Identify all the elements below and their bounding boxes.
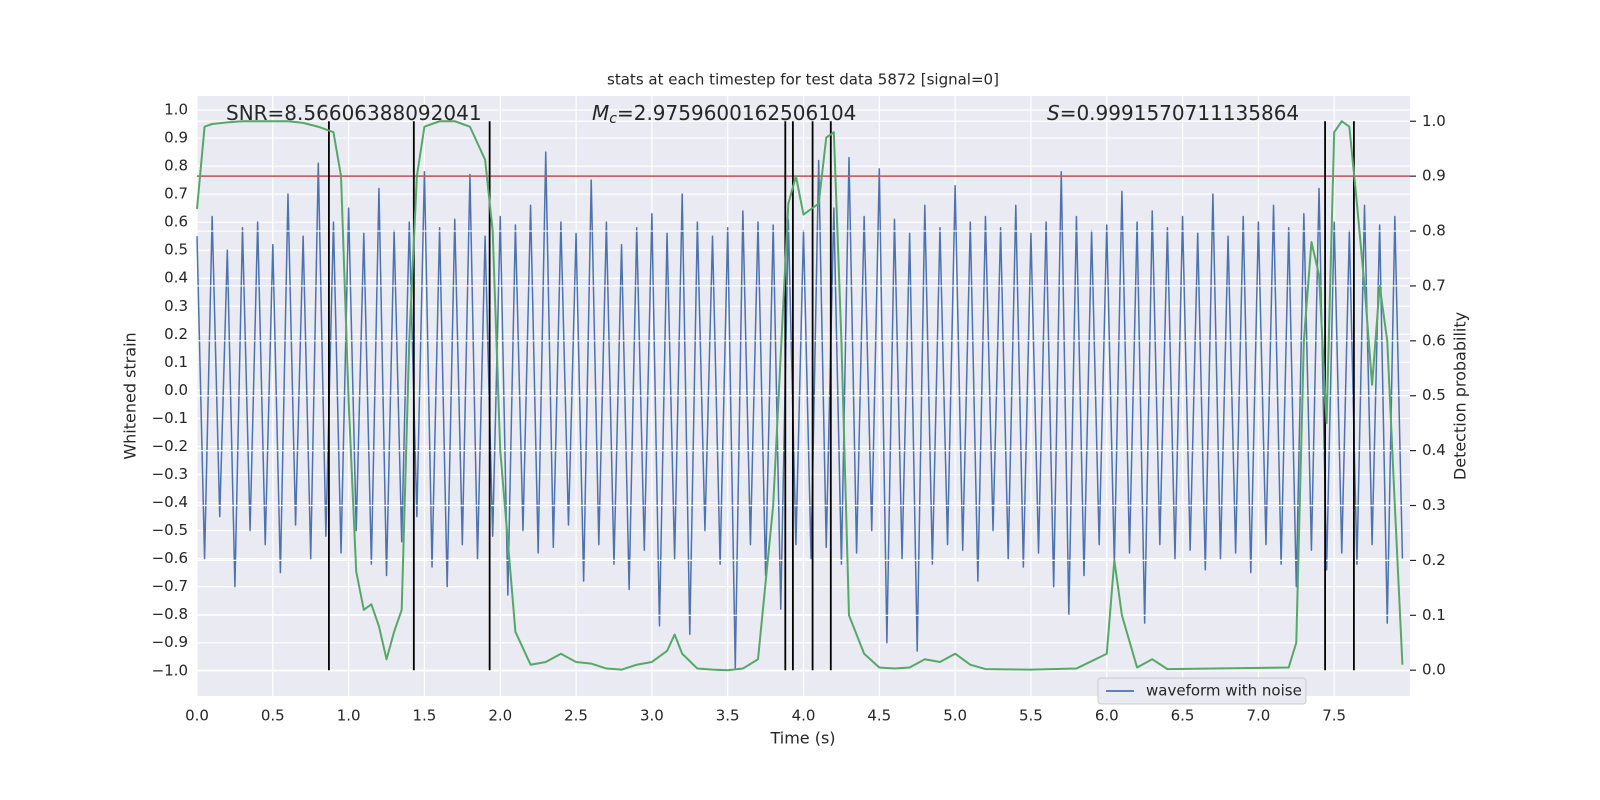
y-tick-label: −0.6 — [152, 549, 188, 567]
y-tick-label: −0.4 — [152, 493, 188, 511]
legend-box — [1097, 677, 1307, 705]
y-tick-label: −0.9 — [152, 633, 188, 651]
y2-tick-label: 0.3 — [1422, 496, 1446, 514]
legend: waveform with noise — [1097, 677, 1307, 705]
y2-tick-label: 0.5 — [1422, 386, 1446, 404]
x-tick-label: 5.0 — [943, 707, 967, 725]
annotation: S=0.9991570711135864 — [1047, 101, 1299, 125]
y-tick-label: −0.2 — [152, 437, 188, 455]
y2-axis-label: Detection probability — [1451, 312, 1470, 480]
x-tick-label: 7.5 — [1322, 707, 1346, 725]
axes: 0.0 0.5 1.0 1.5 2.0 2.5 3.0 3.5 4.0 4.5 5.0 5.5 6.0 6… — [152, 101, 1446, 725]
x-tick-label: 2.0 — [488, 707, 512, 725]
y-tick-label: 0.8 — [164, 157, 188, 175]
y-tick-label: −0.3 — [152, 465, 188, 483]
y2-tick-label: 0.8 — [1422, 222, 1446, 240]
y2-tick-label: 0.6 — [1422, 331, 1446, 349]
x-axis-label: Time (s) — [769, 729, 835, 748]
x-tick-label: 1.5 — [413, 707, 437, 725]
x-tick-label: 2.5 — [564, 707, 588, 725]
annotation-subscript: c — [609, 111, 617, 127]
legend-label: waveform with noise — [1146, 682, 1302, 700]
waveform-line — [196, 151, 1404, 669]
y2-tick-label: 0.9 — [1422, 167, 1446, 185]
y-tick-label: 0.3 — [164, 297, 188, 315]
x-tick-label: 3.5 — [716, 707, 740, 725]
x-tick-label: 1.0 — [337, 707, 361, 725]
y-tick-label: 0.5 — [164, 241, 188, 259]
x-tick-label: 5.5 — [1019, 707, 1043, 725]
y-tick-label: 0.2 — [164, 325, 188, 343]
y-tick-label: 0.9 — [164, 129, 188, 147]
y-tick-label: −0.1 — [152, 409, 188, 427]
y-tick-label: 0.1 — [164, 353, 188, 371]
y2-tick-label: 0.1 — [1422, 606, 1446, 624]
y-tick-label: 0.6 — [164, 213, 188, 231]
probability-line — [196, 120, 1404, 672]
x-tick-label: 6.0 — [1095, 707, 1119, 725]
annotation-text: =0.9991570711135864 — [1060, 101, 1299, 125]
annotation: Mc=2.9759600162506104 — [592, 101, 856, 128]
annotation-symbol: M — [592, 101, 609, 125]
x-tick-label: 6.5 — [1171, 707, 1195, 725]
marks — [196, 120, 1410, 672]
y2-tick-label: 0.7 — [1422, 276, 1446, 294]
x-tick-label: 0.5 — [261, 707, 285, 725]
y2-tick-label: 1.0 — [1422, 112, 1446, 130]
y-axis-label: Whitened strain — [121, 332, 140, 459]
x-tick-label: 4.5 — [867, 707, 891, 725]
annotation-symbol: S — [1047, 101, 1060, 125]
y-tick-label: −1.0 — [152, 661, 188, 679]
y-tick-label: 0.7 — [164, 185, 188, 203]
x-tick-label: 4.0 — [792, 707, 816, 725]
chart-title: stats at each timestep for test data 587… — [607, 71, 999, 89]
y-tick-label: 0.0 — [164, 381, 188, 399]
y-tick-label: −0.5 — [152, 521, 188, 539]
y-tick-label: −0.8 — [152, 605, 188, 623]
y2-tick-label: 0.0 — [1422, 661, 1446, 679]
y-tick-label: −0.7 — [152, 577, 188, 595]
y2-tick-label: 0.4 — [1422, 441, 1446, 459]
x-tick-label: 0.0 — [185, 707, 209, 725]
y-tick-label: 0.4 — [164, 269, 188, 287]
x-tick-label: 3.0 — [640, 707, 664, 725]
annotation: SNR=8.56606388092041 — [226, 101, 482, 125]
y2-tick-label: 0.2 — [1422, 551, 1446, 569]
y-tick-label: 1.0 — [164, 101, 188, 119]
x-tick-label: 7.0 — [1246, 707, 1270, 725]
annotation-text: SNR=8.56606388092041 — [226, 101, 482, 125]
annotation-text: =2.9759600162506104 — [617, 101, 856, 125]
